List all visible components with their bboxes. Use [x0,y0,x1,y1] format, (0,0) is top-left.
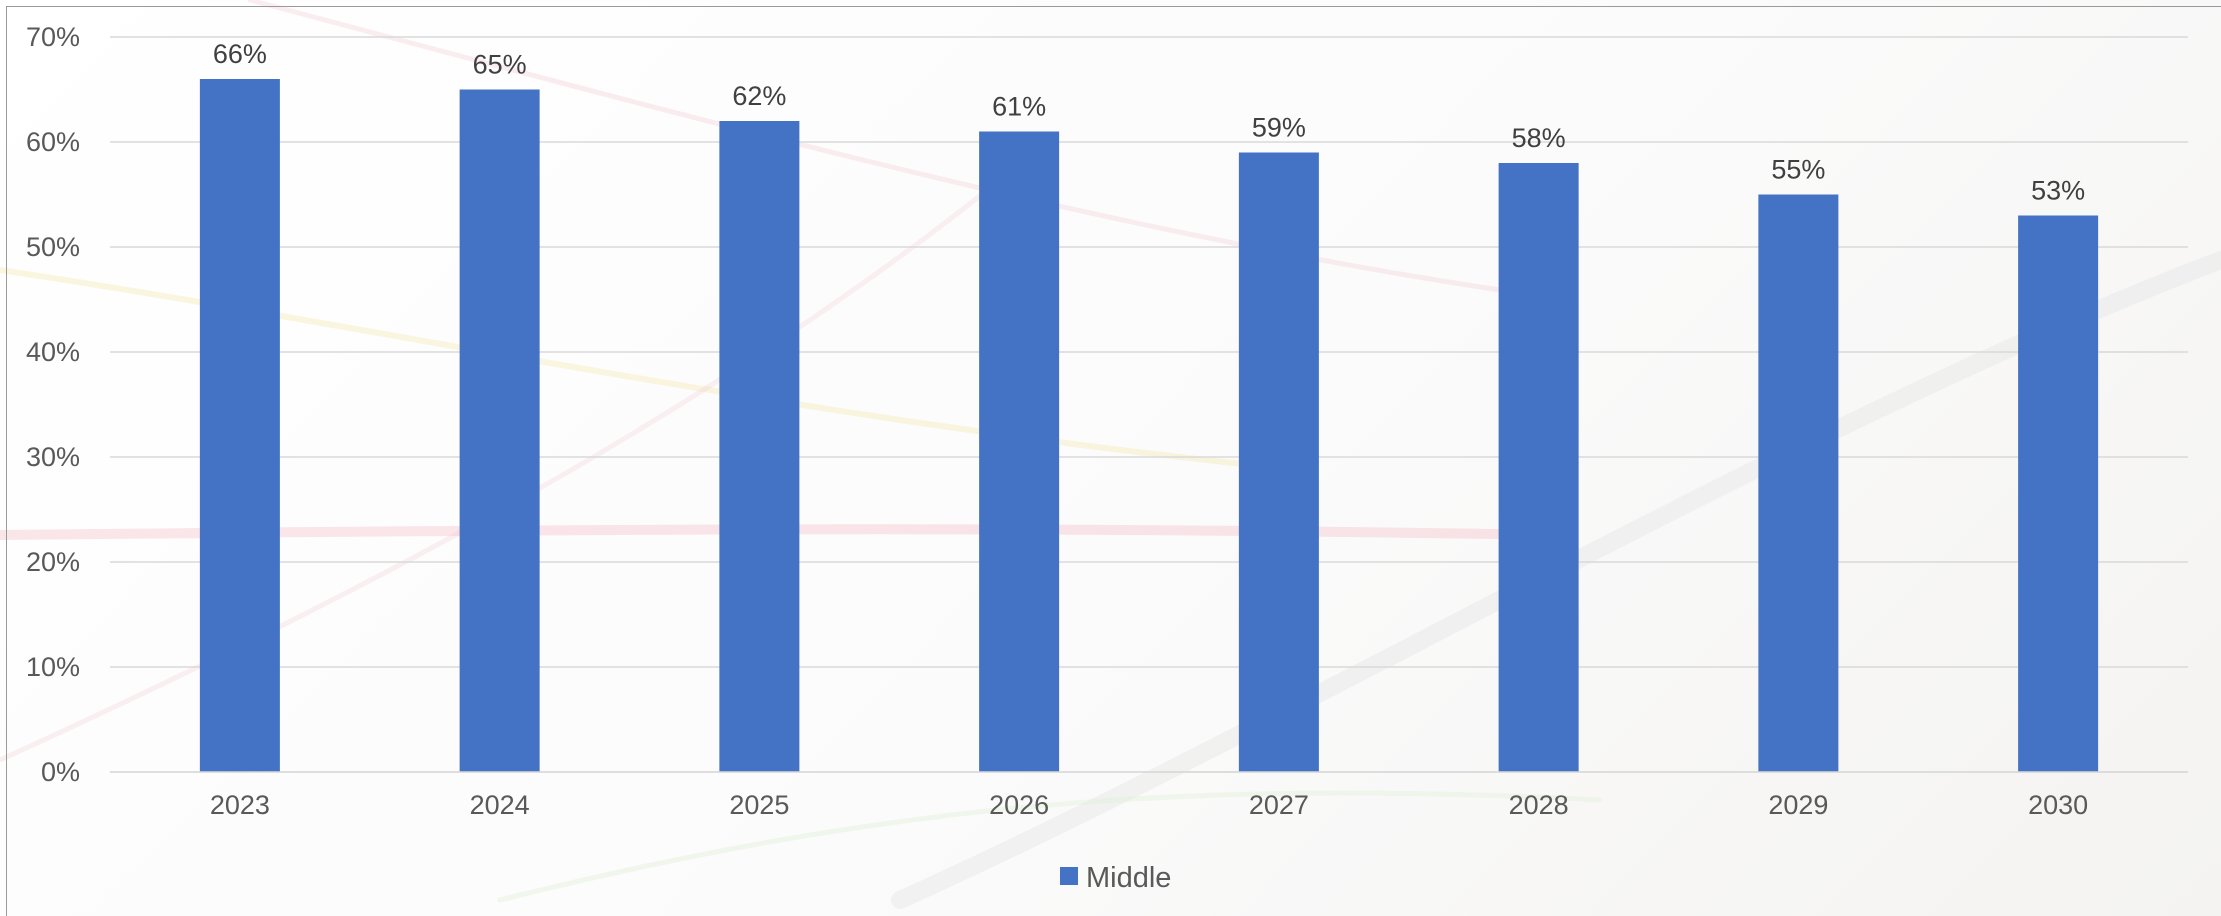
y-tick-label: 30% [26,442,80,472]
bar-2029 [1758,194,1839,772]
x-axis: 2023 2024 2025 2026 2027 2028 2029 2030 [110,771,2188,820]
data-label-2025: 62% [732,81,786,111]
legend: Middle [1060,862,1171,894]
bar-series-middle [199,79,2099,772]
y-tick-label: 60% [26,127,80,157]
x-tick-label-2029: 2029 [1768,790,1828,820]
y-tick-label: 50% [26,232,80,262]
data-label-2030: 53% [2031,176,2085,206]
legend-swatch-middle [1060,867,1078,885]
bar-2027 [1238,152,1319,772]
data-label-2027: 59% [1252,113,1306,143]
y-tick-label: 10% [26,652,80,682]
bar-2023 [199,79,280,772]
data-label-2023: 66% [213,39,267,69]
y-tick-label: 0% [41,757,80,787]
x-tick-label-2025: 2025 [729,790,789,820]
bar-2030 [2018,215,2099,772]
legend-label-middle: Middle [1086,862,1171,894]
data-label-2028: 58% [1512,123,1566,153]
data-label-2026: 61% [992,92,1046,122]
y-tick-label: 70% [26,22,80,52]
x-tick-label-2030: 2030 [2028,790,2088,820]
bar-2025 [719,121,800,772]
y-axis: 0% 10% 20% 30% 40% 50% 60% 70% [26,22,80,787]
x-tick-label-2024: 2024 [470,790,530,820]
y-tick-label: 40% [26,337,80,367]
data-labels: 66% 65% 62% 61% 59% 58% 55% 53% [213,39,2085,206]
bar-2028 [1498,163,1579,772]
x-tick-label-2023: 2023 [210,790,270,820]
data-label-2024: 65% [473,50,527,80]
bar-2024 [459,89,540,772]
data-label-2029: 55% [1771,155,1825,185]
gridlines [110,36,2188,773]
x-tick-label-2026: 2026 [989,790,1049,820]
y-tick-label: 20% [26,547,80,577]
x-tick-label-2027: 2027 [1249,790,1309,820]
bar-2026 [979,131,1060,772]
x-tick-label-2028: 2028 [1509,790,1569,820]
